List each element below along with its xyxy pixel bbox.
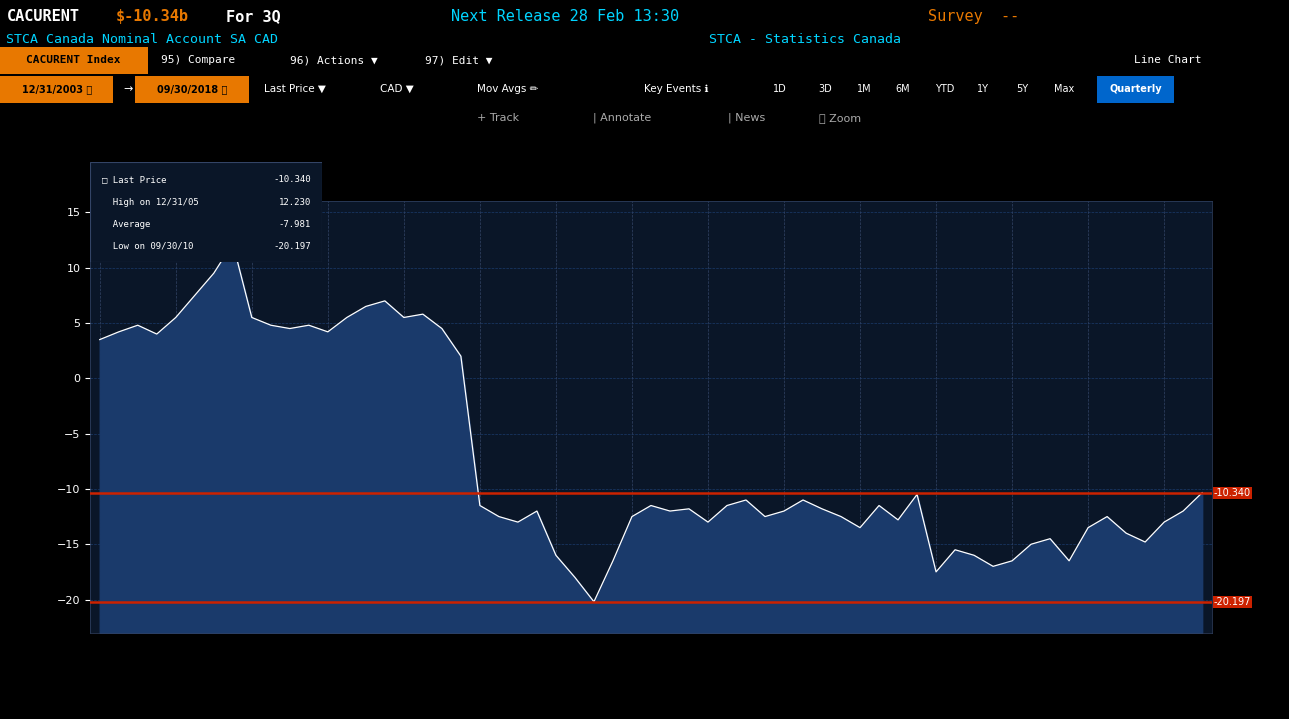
Text: Line Chart: Line Chart <box>1134 55 1201 65</box>
Text: 🔍 Zoom: 🔍 Zoom <box>819 113 861 123</box>
Text: Quarterly: Quarterly <box>1110 84 1161 94</box>
Text: 12/31/2003 📅: 12/31/2003 📅 <box>22 84 92 94</box>
Text: | News: | News <box>728 113 766 123</box>
Text: 96) Actions ▼: 96) Actions ▼ <box>290 55 378 65</box>
Text: -20.197: -20.197 <box>273 242 311 251</box>
Text: Survey  --: Survey -- <box>928 9 1020 24</box>
Text: $-10.34b: $-10.34b <box>116 9 189 24</box>
FancyBboxPatch shape <box>0 75 113 103</box>
Text: Last Price ▼: Last Price ▼ <box>264 84 326 94</box>
Text: CACURENT Index: CACURENT Index <box>26 55 121 65</box>
Text: Average: Average <box>102 220 151 229</box>
Text: Max: Max <box>1054 84 1075 94</box>
Text: -20.197: -20.197 <box>1214 597 1252 607</box>
Text: For 3Q: For 3Q <box>226 9 280 24</box>
Text: 1Y: 1Y <box>977 84 989 94</box>
Text: Low on 09/30/10: Low on 09/30/10 <box>102 242 193 251</box>
Text: Key Events ℹ: Key Events ℹ <box>644 84 709 94</box>
Text: 3D: 3D <box>819 84 833 94</box>
Text: CAD ▼: CAD ▼ <box>380 84 414 94</box>
Text: High on 12/31/05: High on 12/31/05 <box>102 198 199 206</box>
Text: -10.340: -10.340 <box>1214 487 1252 498</box>
Text: 1D: 1D <box>773 84 788 94</box>
FancyBboxPatch shape <box>90 162 322 262</box>
FancyBboxPatch shape <box>135 75 249 103</box>
Text: 97) Edit ▼: 97) Edit ▼ <box>425 55 492 65</box>
Text: 6M: 6M <box>896 84 910 94</box>
Text: 95) Compare: 95) Compare <box>161 55 236 65</box>
Text: Mov Avgs ✏: Mov Avgs ✏ <box>477 84 539 94</box>
Text: YTD: YTD <box>935 84 954 94</box>
Text: □ Last Price: □ Last Price <box>102 175 166 184</box>
Text: -10.340: -10.340 <box>273 175 311 184</box>
Text: 12.230: 12.230 <box>278 198 311 206</box>
Text: Next Release 28 Feb 13:30: Next Release 28 Feb 13:30 <box>451 9 679 24</box>
Text: STCA Canada Nominal Account SA CAD: STCA Canada Nominal Account SA CAD <box>6 33 278 46</box>
Text: | Annotate: | Annotate <box>593 113 651 123</box>
Text: CACURENT: CACURENT <box>6 9 80 24</box>
Text: STCA - Statistics Canada: STCA - Statistics Canada <box>709 33 901 46</box>
FancyBboxPatch shape <box>0 47 148 74</box>
Text: →: → <box>124 84 133 94</box>
Text: -7.981: -7.981 <box>278 220 311 229</box>
Text: 1M: 1M <box>857 84 871 94</box>
FancyBboxPatch shape <box>1097 75 1174 103</box>
Text: 5Y: 5Y <box>1016 84 1027 94</box>
Text: + Track: + Track <box>477 113 519 123</box>
Text: 09/30/2018 📅: 09/30/2018 📅 <box>157 84 227 94</box>
